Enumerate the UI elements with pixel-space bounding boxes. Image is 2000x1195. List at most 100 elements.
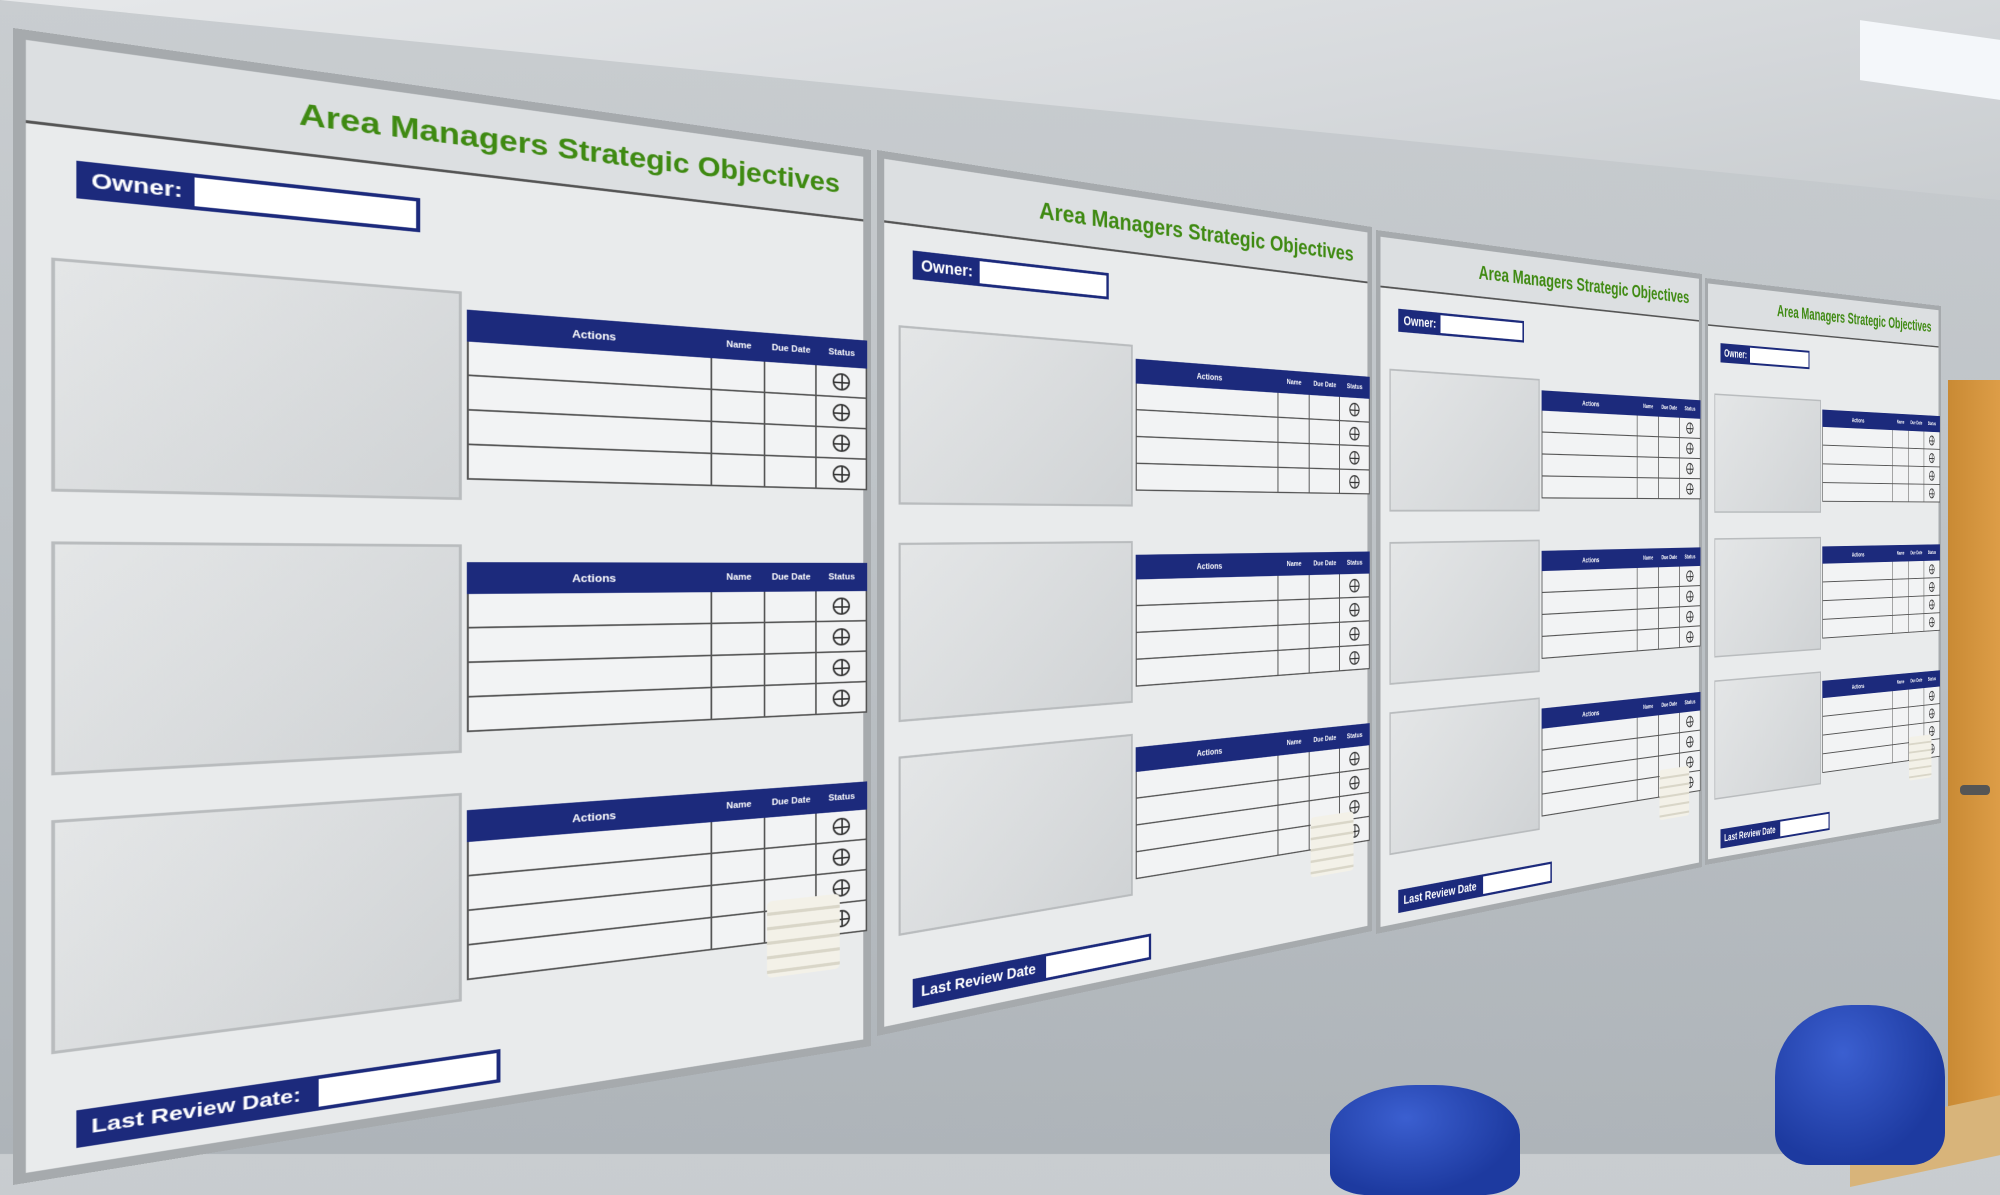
owner-input[interactable]: [1438, 312, 1524, 343]
status-cell[interactable]: [1924, 595, 1940, 614]
due-date-cell[interactable]: [1908, 560, 1925, 579]
due-date-cell[interactable]: [1309, 622, 1340, 648]
due-date-cell[interactable]: [765, 653, 817, 685]
owner-field[interactable]: Owner:: [912, 250, 1109, 300]
action-cell[interactable]: [468, 592, 713, 627]
last-review-field[interactable]: Last Review Date: [1398, 861, 1552, 914]
name-cell[interactable]: [1278, 752, 1310, 780]
name-cell[interactable]: [1892, 466, 1909, 484]
due-date-cell[interactable]: [1908, 688, 1925, 707]
action-cell[interactable]: [1542, 476, 1638, 498]
name-cell[interactable]: [712, 686, 766, 719]
action-cell[interactable]: [1822, 464, 1893, 484]
name-cell[interactable]: [1278, 467, 1310, 493]
due-date-cell[interactable]: [765, 393, 817, 426]
status-cell[interactable]: [1679, 730, 1701, 753]
status-cell[interactable]: [1339, 469, 1370, 494]
due-date-cell[interactable]: [1908, 614, 1925, 632]
name-cell[interactable]: [1278, 575, 1310, 600]
status-cell[interactable]: [1339, 621, 1370, 646]
status-cell[interactable]: [1339, 597, 1370, 622]
status-cell[interactable]: [1679, 478, 1701, 499]
due-date-cell[interactable]: [1309, 394, 1340, 420]
due-date-cell[interactable]: [1309, 468, 1340, 493]
due-date-cell[interactable]: [1309, 772, 1340, 801]
action-cell[interactable]: [1822, 561, 1893, 582]
status-cell[interactable]: [816, 839, 868, 874]
name-cell[interactable]: [1278, 417, 1310, 443]
status-cell[interactable]: [1339, 396, 1370, 422]
status-cell[interactable]: [816, 396, 868, 428]
name-cell[interactable]: [1637, 587, 1659, 609]
status-cell[interactable]: [1924, 578, 1940, 596]
status-cell[interactable]: [816, 458, 868, 489]
action-cell[interactable]: [1822, 483, 1893, 502]
name-cell[interactable]: [1637, 436, 1659, 457]
status-cell[interactable]: [1339, 769, 1370, 796]
due-date-cell[interactable]: [1908, 430, 1925, 449]
due-date-cell[interactable]: [1908, 484, 1925, 502]
status-cell[interactable]: [1339, 573, 1370, 598]
action-cell[interactable]: [1136, 437, 1279, 467]
due-date-cell[interactable]: [765, 684, 817, 717]
status-cell[interactable]: [1339, 421, 1370, 446]
due-date-cell[interactable]: [765, 591, 817, 622]
status-cell[interactable]: [1679, 438, 1701, 459]
action-cell[interactable]: [1136, 575, 1279, 605]
action-cell[interactable]: [468, 624, 713, 662]
name-cell[interactable]: [1892, 725, 1909, 745]
action-cell[interactable]: [1542, 432, 1638, 457]
due-date-cell[interactable]: [1908, 578, 1925, 597]
status-cell[interactable]: [1679, 606, 1701, 627]
status-cell[interactable]: [1924, 449, 1940, 467]
name-cell[interactable]: [1637, 715, 1659, 738]
status-cell[interactable]: [1679, 458, 1701, 479]
name-cell[interactable]: [1892, 743, 1909, 763]
name-cell[interactable]: [1892, 448, 1909, 466]
due-date-cell[interactable]: [1658, 416, 1680, 438]
name-cell[interactable]: [712, 849, 766, 885]
status-cell[interactable]: [816, 365, 868, 398]
action-cell[interactable]: [1136, 463, 1279, 492]
name-cell[interactable]: [1278, 776, 1310, 805]
name-cell[interactable]: [712, 390, 766, 424]
status-cell[interactable]: [1679, 626, 1701, 648]
owner-field[interactable]: Owner:: [76, 160, 421, 233]
status-cell[interactable]: [816, 682, 868, 714]
due-date-cell[interactable]: [1658, 457, 1680, 478]
last-review-input[interactable]: [1779, 811, 1830, 839]
due-date-cell[interactable]: [1908, 448, 1925, 467]
action-cell[interactable]: [1542, 454, 1638, 478]
name-cell[interactable]: [1637, 735, 1659, 759]
name-cell[interactable]: [712, 454, 766, 487]
due-date-cell[interactable]: [1658, 733, 1680, 756]
due-date-cell[interactable]: [765, 813, 817, 848]
name-cell[interactable]: [1278, 649, 1310, 675]
last-review-field[interactable]: Last Review Date:: [76, 1049, 501, 1149]
status-cell[interactable]: [816, 427, 868, 459]
status-cell[interactable]: [1679, 417, 1701, 438]
name-cell[interactable]: [1637, 478, 1659, 499]
due-date-cell[interactable]: [1908, 466, 1925, 484]
due-date-cell[interactable]: [1908, 705, 1925, 725]
name-cell[interactable]: [1892, 484, 1909, 502]
name-cell[interactable]: [712, 358, 766, 392]
name-cell[interactable]: [1892, 597, 1909, 615]
name-cell[interactable]: [1637, 415, 1659, 437]
name-cell[interactable]: [1278, 392, 1310, 419]
name-cell[interactable]: [712, 591, 766, 623]
last-review-field[interactable]: Last Review Date: [912, 933, 1151, 1008]
status-cell[interactable]: [1924, 686, 1940, 705]
last-review-input[interactable]: [314, 1049, 501, 1112]
status-cell[interactable]: [1924, 560, 1940, 578]
name-cell[interactable]: [1892, 707, 1909, 727]
status-cell[interactable]: [816, 651, 868, 683]
name-cell[interactable]: [1278, 826, 1310, 855]
name-cell[interactable]: [1892, 579, 1909, 597]
due-date-cell[interactable]: [1309, 574, 1340, 599]
action-cell[interactable]: [1542, 410, 1638, 436]
status-cell[interactable]: [1924, 466, 1940, 485]
name-cell[interactable]: [712, 623, 766, 655]
name-cell[interactable]: [1637, 777, 1659, 801]
due-date-cell[interactable]: [765, 424, 817, 457]
